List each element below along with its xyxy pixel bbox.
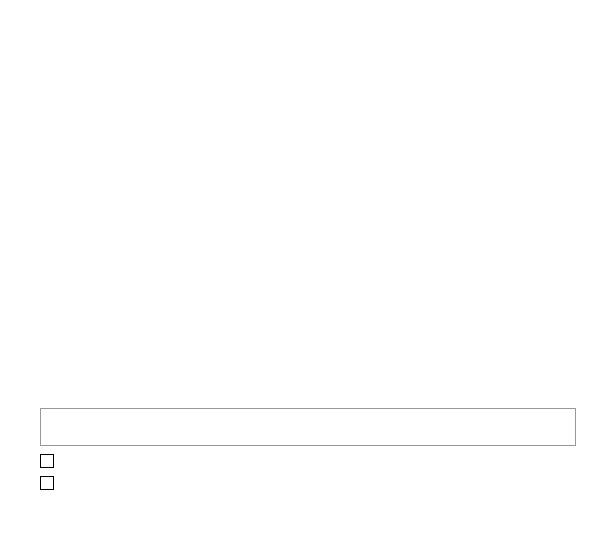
sale-row: [40, 450, 332, 472]
legend-row: [49, 413, 567, 427]
legend-swatch: [49, 433, 73, 435]
sale-row: [40, 472, 332, 494]
legend-row: [49, 427, 567, 441]
legend-box: [40, 408, 576, 446]
sales-list: [40, 450, 332, 494]
chart-subtitle: [0, 6, 600, 14]
sale-marker-icon: [40, 476, 54, 490]
sale-marker-icon: [40, 454, 54, 468]
chart-container: [0, 0, 600, 560]
chart-svg: [0, 14, 300, 164]
legend-swatch: [49, 419, 73, 421]
